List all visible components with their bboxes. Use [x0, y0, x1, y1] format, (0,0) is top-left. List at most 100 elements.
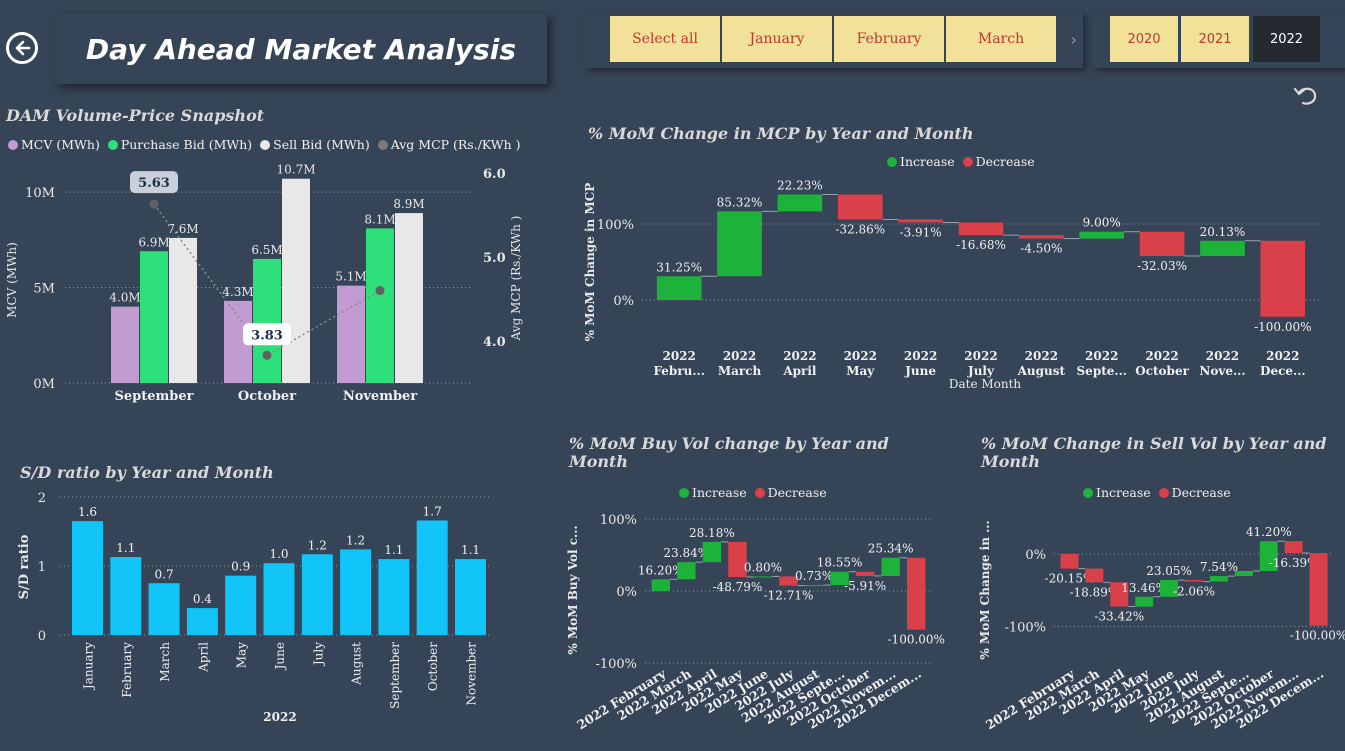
data-label: 85.32%: [717, 195, 763, 209]
y-tick-label: -100%: [1004, 621, 1046, 636]
chevron-right-icon[interactable]: ›: [1070, 30, 1077, 49]
x-tick-label: June: [904, 364, 936, 378]
y2-tick-label: 6.0: [483, 167, 506, 182]
data-label: -32.03%: [1137, 259, 1187, 273]
mcp-callout: [130, 171, 178, 194]
bar-mcv: [111, 306, 139, 383]
x-tick-label: 2022: [904, 349, 937, 363]
data-label: 10.7M: [276, 163, 315, 177]
legend-item-decrease[interactable]: Decrease: [1158, 485, 1231, 500]
sd-bar: [455, 559, 486, 635]
increase-bar: [777, 194, 823, 212]
bar-sell: [169, 237, 197, 383]
data-label: -20.15%: [1045, 572, 1095, 586]
x-tick-label: 2022: [844, 349, 877, 363]
legend-item-increase[interactable]: Increase: [1083, 485, 1151, 500]
decrease-bar: [855, 571, 875, 576]
data-label: 8.9M: [393, 197, 424, 211]
x-tick-label: 2022: [723, 349, 756, 363]
header-panel: Day Ahead Market Analysis: [55, 14, 547, 84]
legend-item-sell[interactable]: Sell Bid (MWh): [260, 137, 370, 152]
month-slicer: Select all January February March ›: [585, 12, 1083, 68]
year-item-2021[interactable]: 2021: [1181, 16, 1249, 62]
sd-ratio-title: S/D ratio by Year and Month: [20, 463, 274, 482]
data-label: 13.46%: [1121, 581, 1167, 595]
data-label: 1.6: [78, 505, 97, 519]
sd-bar: [72, 521, 103, 635]
x-tick-label: November: [343, 389, 417, 404]
increase-bar: [830, 571, 849, 586]
data-label: 1.1: [384, 543, 403, 557]
x-tick-label: Febru...: [653, 364, 704, 378]
legend-item-mcv[interactable]: MCV (MWh): [8, 137, 100, 152]
decrease-bar: [1139, 231, 1185, 257]
mcp-mom-chart: 0%100%31.25%2022Febru...85.32%2022March2…: [583, 179, 1320, 391]
year-slicer: 2020 2021 2022: [1093, 12, 1345, 68]
data-label: 6.5M: [251, 243, 282, 257]
slicer-item-january[interactable]: January: [722, 16, 832, 62]
buy-mom-title: % MoM Buy Vol change by Year and Month: [569, 434, 889, 471]
slicer-item-february[interactable]: February: [834, 16, 944, 62]
legend-item-increase[interactable]: Increase: [887, 154, 955, 169]
decrease-bar: [1185, 580, 1203, 582]
x-tick-label: March: [158, 642, 172, 682]
y-tick-label: 100%: [597, 218, 634, 233]
data-label: 23.84%: [663, 546, 709, 560]
bar-purchase: [140, 251, 168, 383]
x-tick-label: July: [967, 364, 995, 378]
undo-button[interactable]: [1290, 80, 1320, 110]
y-tick-label: 0: [38, 629, 46, 644]
data-label: -4.50%: [1020, 242, 1062, 256]
data-label: 5.1M: [335, 270, 366, 284]
x-tick-label: May: [846, 364, 875, 378]
x-tick-label: April: [196, 642, 210, 673]
year-item-2022[interactable]: 2022: [1253, 16, 1320, 62]
decrease-bar: [1085, 568, 1104, 583]
undo-icon: [1293, 87, 1317, 105]
x-tick-label: July: [311, 642, 325, 667]
data-label: -16.39%: [1269, 556, 1319, 570]
legend-item-purchase[interactable]: Purchase Bid (MWh): [107, 137, 252, 152]
slicer-item-march[interactable]: March: [946, 16, 1056, 62]
data-label: 0.9: [231, 560, 250, 574]
decrease-bar: [1110, 582, 1129, 607]
legend-item-decrease[interactable]: Decrease: [962, 154, 1035, 169]
decrease-bar: [958, 222, 1004, 236]
slicer-item-select-all[interactable]: Select all: [610, 16, 720, 62]
data-label: -100.00%: [1290, 629, 1345, 643]
legend-item-decrease[interactable]: Decrease: [754, 485, 827, 500]
data-label: 25.34%: [868, 542, 914, 556]
bar-mcv: [337, 285, 365, 383]
data-label: 6.9M: [138, 235, 169, 249]
x-axis-label: 2022: [263, 710, 296, 724]
data-label: 0.7: [155, 567, 174, 581]
bar-purchase: [253, 258, 281, 383]
data-label: -100.00%: [888, 633, 945, 647]
y-tick-label: 10M: [25, 186, 55, 201]
y-tick-label: 0%: [1025, 548, 1046, 563]
mcp-mom-title: % MoM Change in MCP by Year and Month: [588, 124, 974, 143]
legend-item-increase[interactable]: Increase: [679, 485, 747, 500]
y-tick-label: 5M: [33, 282, 55, 297]
increase-bar: [1200, 240, 1245, 257]
legend-item-mcp[interactable]: Avg MCP (Rs./KWh ): [377, 137, 521, 152]
data-label: 1.7: [423, 504, 442, 518]
x-tick-label: 2022: [1145, 349, 1178, 363]
data-label: -18.89%: [1069, 585, 1119, 599]
year-item-2020[interactable]: 2020: [1110, 16, 1178, 62]
x-tick-label: August: [350, 642, 364, 686]
data-label: 0.73%: [795, 569, 833, 583]
back-button[interactable]: [6, 32, 38, 64]
sd-bar: [110, 557, 142, 635]
sell-mom-legend: Increase Decrease: [1083, 485, 1231, 500]
data-label: -2.06%: [1173, 585, 1215, 599]
decrease-bar: [779, 576, 798, 586]
mcp-point: [375, 286, 385, 296]
increase-bar: [881, 557, 900, 576]
y-tick-label: 0%: [616, 585, 637, 600]
decrease-bar: [837, 194, 883, 220]
mcp-point: [262, 350, 272, 360]
x-tick-label: 2022: [1206, 349, 1239, 363]
dam-snapshot-chart: 0M 5M 10M 4.0 5.0 6.0 MCV (MWh) Avg MCP (Rs./KW…: [5, 163, 523, 404]
increase-bar: [702, 541, 722, 563]
